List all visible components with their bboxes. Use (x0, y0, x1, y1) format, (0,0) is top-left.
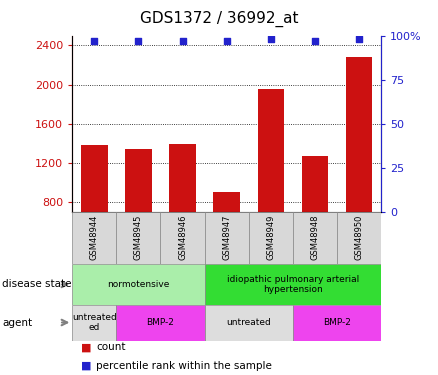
Bar (72, 304, 117, 340)
Bar (72, 212, 117, 264)
Bar (205, 212, 249, 264)
Text: GDS1372 / 36992_at: GDS1372 / 36992_at (140, 11, 298, 27)
Text: BMP-2: BMP-2 (323, 318, 351, 327)
Point (267, 36, 274, 42)
Bar (293, 304, 381, 340)
Bar (249, 212, 293, 264)
Bar (72, 264, 205, 305)
Bar (81, 145, 108, 212)
Point (135, 38, 142, 44)
Text: untreated: untreated (226, 318, 271, 327)
Bar (160, 212, 205, 264)
Bar (337, 212, 381, 264)
Text: GSM48947: GSM48947 (222, 214, 231, 260)
Text: GSM48945: GSM48945 (134, 214, 143, 260)
Point (356, 36, 363, 42)
Text: GSM48944: GSM48944 (90, 214, 99, 260)
Text: agent: agent (2, 318, 32, 327)
Text: idiopathic pulmonary arterial
hypertension: idiopathic pulmonary arterial hypertensi… (227, 275, 359, 294)
Bar (346, 57, 372, 212)
Point (223, 38, 230, 44)
Text: ■: ■ (81, 342, 95, 352)
Bar (293, 212, 337, 264)
Text: count: count (96, 342, 126, 352)
Bar (205, 264, 381, 305)
Text: BMP-2: BMP-2 (147, 318, 174, 327)
Point (311, 38, 318, 44)
Text: ■: ■ (81, 361, 95, 371)
Text: untreated
ed: untreated ed (72, 313, 117, 332)
Text: percentile rank within the sample: percentile rank within the sample (96, 361, 272, 371)
Bar (302, 156, 328, 212)
Text: GSM48950: GSM48950 (354, 214, 364, 260)
Text: GSM48948: GSM48948 (311, 214, 319, 260)
Text: GSM48949: GSM48949 (266, 214, 275, 260)
Text: normotensive: normotensive (107, 280, 170, 289)
Bar (213, 192, 240, 212)
Text: GSM48946: GSM48946 (178, 214, 187, 260)
Bar (125, 149, 152, 212)
Bar (117, 304, 205, 340)
Bar (170, 144, 196, 212)
Bar (258, 88, 284, 212)
Point (179, 38, 186, 44)
Bar (205, 304, 293, 340)
Text: disease state: disease state (2, 279, 72, 290)
Bar (117, 212, 160, 264)
Point (91, 38, 98, 44)
